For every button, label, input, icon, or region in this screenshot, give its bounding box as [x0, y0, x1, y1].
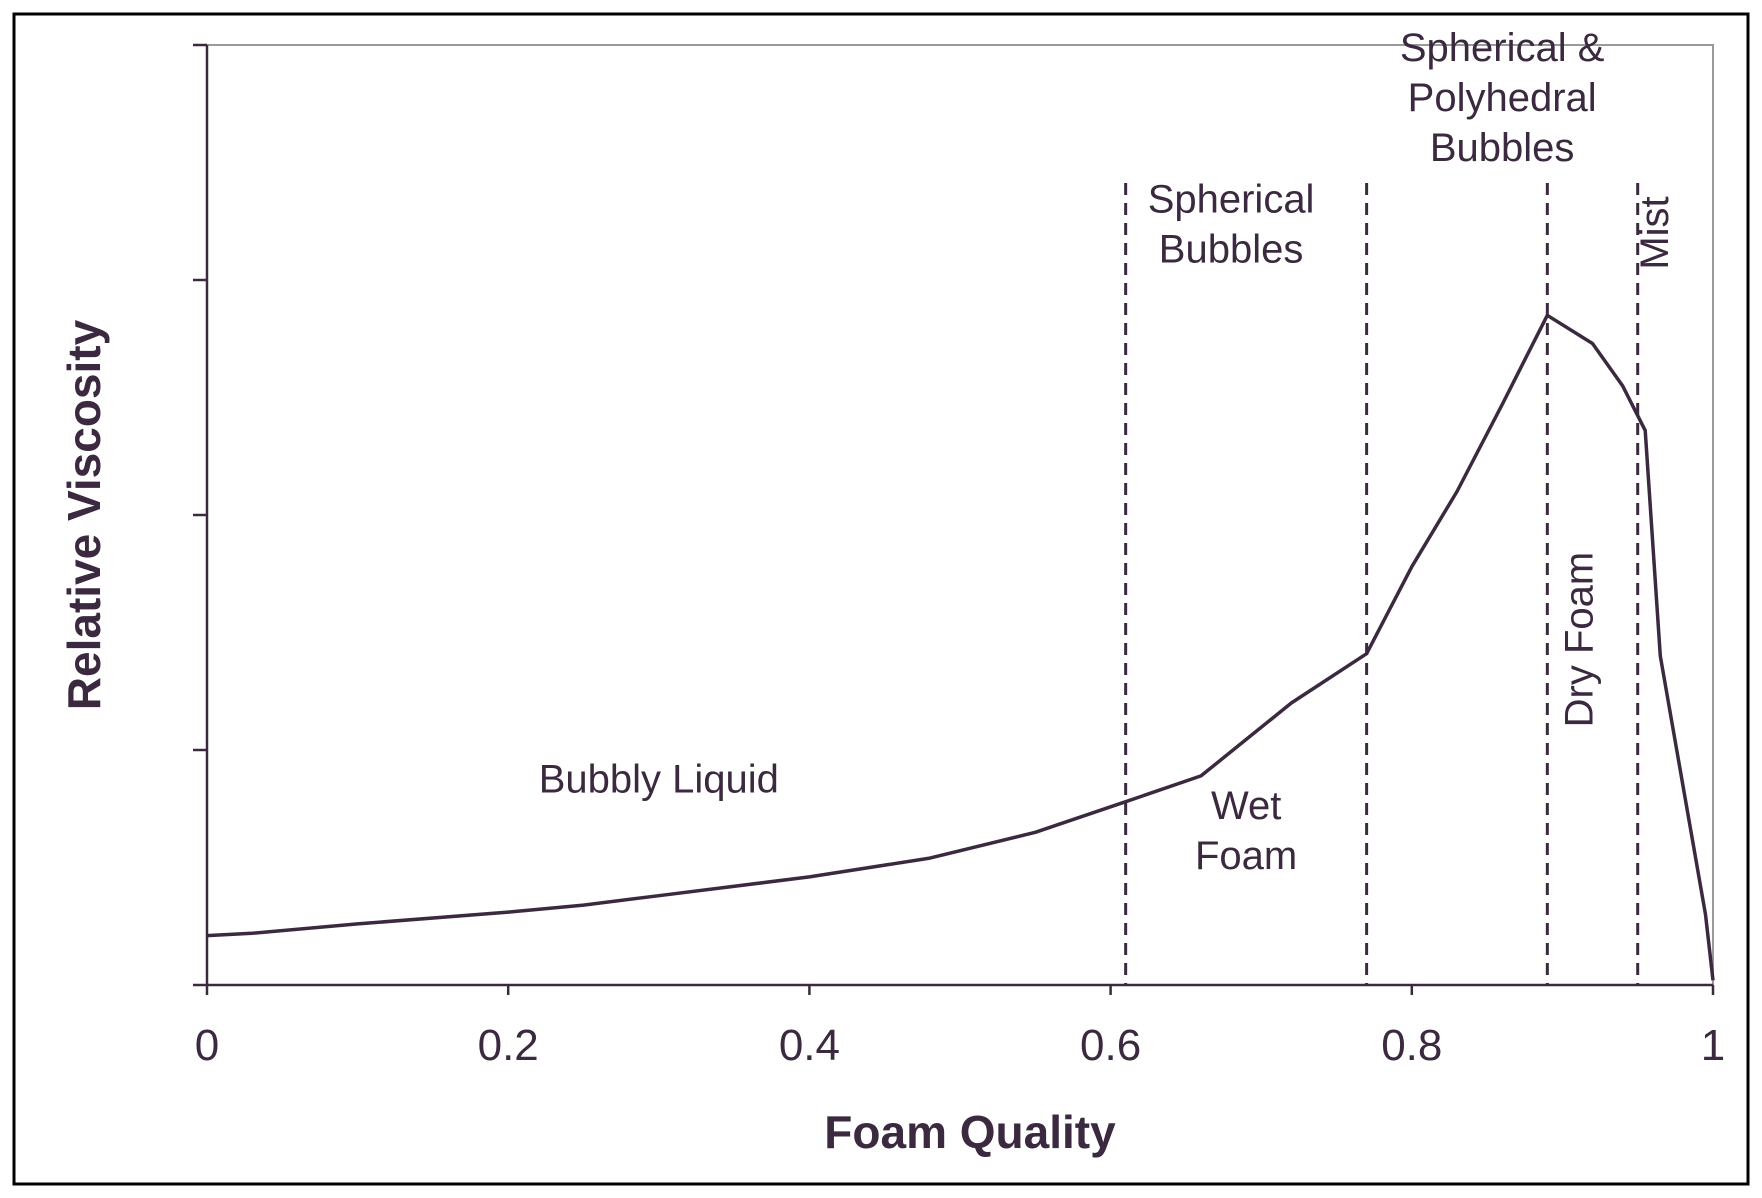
- series-line: [206, 313, 1715, 981]
- x-tick-label: 1: [1701, 1021, 1725, 1070]
- region-label-bubbly-liquid: Bubbly Liquid: [539, 757, 779, 801]
- region-label-mist: Mist: [1633, 196, 1677, 269]
- x-tick-label: 0.4: [779, 1021, 840, 1070]
- region-labels: Bubbly Liquid Spherical Bubbles Wet Foam Sphe…: [539, 26, 1677, 878]
- plot-area-border: [206, 44, 1714, 986]
- x-tick-label: 0.6: [1080, 1021, 1141, 1070]
- y-ticks: [193, 43, 207, 987]
- region-label-spherical-polyhedral: Spherical & Polyhedral Bubbles: [1400, 26, 1605, 170]
- y-axis-title: Relative Viscosity: [58, 319, 110, 710]
- axes: [205, 45, 1713, 987]
- regime-boundaries: [1124, 183, 1640, 985]
- x-ticks: 0 0.2 0.4 0.6 0.8 1: [195, 985, 1725, 1070]
- region-label-wet-foam: Wet Foam: [1195, 784, 1297, 878]
- x-axis-title: Foam Quality: [824, 1106, 1116, 1158]
- x-tick-label: 0: [195, 1021, 219, 1070]
- x-tick-label: 0.8: [1381, 1021, 1442, 1070]
- region-label-dry-foam: Dry Foam: [1558, 552, 1602, 728]
- region-label-spherical-bubbles: Spherical Bubbles: [1148, 178, 1315, 272]
- figure-frame: [12, 12, 1750, 1186]
- x-tick-label: 0.2: [478, 1021, 539, 1070]
